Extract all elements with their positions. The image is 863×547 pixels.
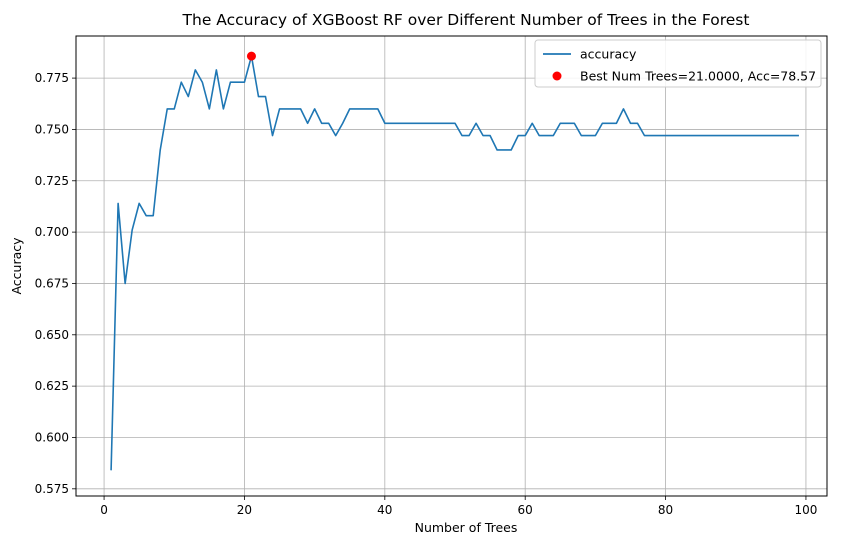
y-tick-label: 0.675	[35, 276, 69, 290]
grid-lines	[76, 36, 827, 496]
x-tick-label: 20	[237, 503, 252, 517]
x-tick-label: 100	[794, 503, 817, 517]
y-axis-label: Accuracy	[9, 237, 24, 295]
y-tick-label: 0.575	[35, 482, 69, 496]
legend: accuracy Best Num Trees=21.0000, Acc=78.5…	[534, 39, 822, 88]
chart-title: The Accuracy of XGBoost RF over Differen…	[182, 11, 750, 29]
y-tick-label: 0.600	[35, 430, 69, 444]
x-axis-label: Number of Trees	[415, 520, 518, 535]
best-point-marker	[246, 51, 256, 61]
y-tick-label: 0.775	[35, 71, 69, 85]
y-tick-label: 0.725	[35, 174, 69, 188]
accuracy-line	[110, 55, 799, 471]
x-tick-label: 60	[518, 503, 533, 517]
x-tick-label: 0	[100, 503, 108, 517]
legend-entry-label: accuracy	[580, 47, 637, 62]
y-tick-label: 0.625	[35, 379, 69, 393]
y-tick-label: 0.650	[35, 328, 69, 342]
legend-entry-label: Best Num Trees=21.0000, Acc=78.57	[580, 69, 816, 84]
axis-ticks: 0 20 40 60 80 100 0.575 0.600 0.625 0.650 0.675 0.7…	[35, 71, 818, 517]
legend-box	[534, 39, 822, 88]
x-tick-label: 80	[658, 503, 673, 517]
plot-frame	[75, 35, 828, 497]
series-layer	[110, 51, 799, 471]
y-tick-label: 0.750	[35, 122, 69, 136]
x-tick-label: 40	[377, 503, 392, 517]
legend-marker-best	[552, 71, 562, 81]
y-tick-label: 0.700	[35, 225, 69, 239]
